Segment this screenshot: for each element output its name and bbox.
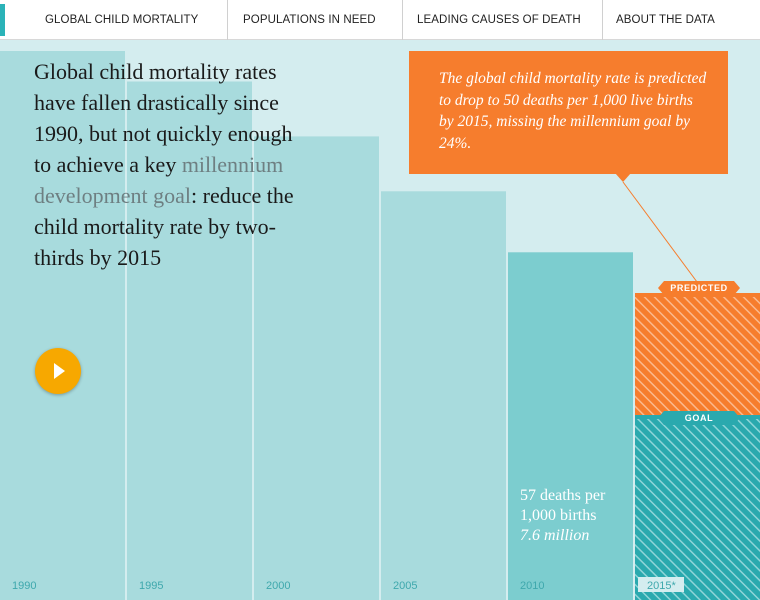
annotation-deaths: 57 deaths per: [520, 487, 606, 504]
year-label-bg: [638, 577, 684, 592]
bar-2005: [381, 191, 506, 600]
play-icon: [54, 363, 65, 379]
bar-2000: [254, 136, 379, 600]
nav-tab-label: LEADING CAUSES OF DEATH: [417, 14, 581, 26]
intro-text-start: Global child mortality rates have fallen…: [34, 59, 293, 177]
intro-text-end: : reduce the child mortality rate by two…: [34, 183, 294, 270]
intro-text: Global child mortality rates have fallen…: [34, 56, 294, 273]
year-label-2015: 2015*: [647, 580, 676, 592]
bar-2010: [508, 252, 633, 600]
year-label-1990: 1990: [12, 580, 36, 592]
nav-tab-label: ABOUT THE DATA: [616, 14, 715, 26]
nav-tab-global-child-mortality[interactable]: GLOBAL CHILD MORTALITY: [0, 0, 228, 40]
nav-tab-label: GLOBAL CHILD MORTALITY: [45, 14, 199, 26]
nav-tab-about-the-data[interactable]: ABOUT THE DATA: [603, 0, 760, 40]
intro-highlight-link[interactable]: millennium development goal: [34, 152, 284, 208]
nav-tab-label: POPULATIONS IN NEED: [243, 14, 376, 26]
nav-tab-leading-causes-of-death[interactable]: LEADING CAUSES OF DEATH: [403, 0, 603, 40]
nav-tab-populations-in-need[interactable]: POPULATIONS IN NEED: [228, 0, 403, 40]
top-nav: GLOBAL CHILD MORTALITY POPULATIONS IN NE…: [0, 0, 760, 40]
callout-leader-line: [622, 181, 701, 287]
annotation-2010: 57 deaths per 1,000 births 7.6 million: [520, 486, 635, 546]
year-label-2010: 2010: [520, 580, 544, 592]
year-label-2005: 2005: [393, 580, 417, 592]
annotation-births: 1,000 births: [520, 507, 597, 524]
bar-1995: [127, 81, 252, 600]
callout-text: The global child mortality rate is predi…: [439, 70, 707, 152]
predicted-label: PREDICTED: [658, 281, 740, 295]
year-label-2000: 2000: [266, 580, 290, 592]
callout-pointer: [615, 173, 631, 182]
prediction-callout: The global child mortality rate is predi…: [409, 51, 728, 174]
play-button[interactable]: [35, 348, 81, 394]
annotation-total: 7.6 million: [520, 527, 590, 544]
year-label-1995: 1995: [139, 580, 163, 592]
bar-2015-goal: [635, 417, 760, 600]
bar-1990: [0, 51, 125, 600]
goal-label: GOAL: [658, 411, 740, 425]
bar-2015-predicted: [635, 295, 760, 417]
